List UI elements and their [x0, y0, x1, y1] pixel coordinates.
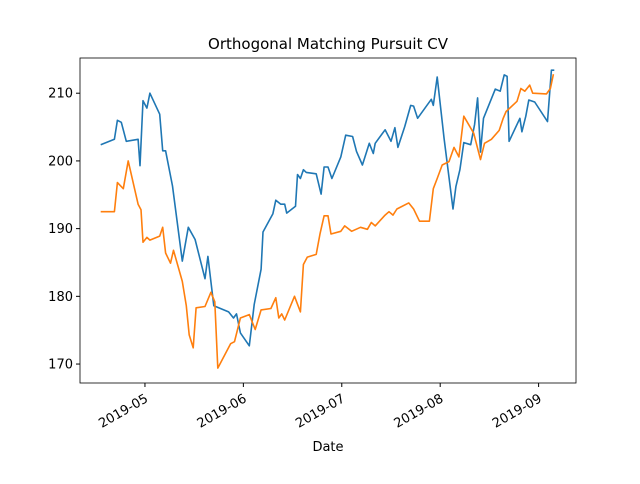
chart-title: Orthogonal Matching Pursuit CV [208, 35, 449, 53]
x-axis-label: Date [312, 440, 343, 455]
x-tick-label: 2019-06 [195, 391, 250, 431]
plot-frame [79, 57, 577, 384]
x-tick-label: 2019-07 [293, 391, 348, 431]
y-tick-label: 200 [48, 154, 73, 169]
x-tick-label: 2019-05 [96, 391, 151, 431]
series-line [100, 69, 555, 347]
series-line [100, 74, 555, 369]
x-tick-label: 2019-08 [392, 391, 447, 431]
y-tick-label: 180 [48, 290, 73, 305]
y-tick-label: 170 [48, 358, 73, 373]
x-tick-label: 2019-09 [490, 391, 545, 431]
y-tick-label: 210 [48, 87, 73, 102]
y-tick-label: 190 [48, 222, 73, 237]
